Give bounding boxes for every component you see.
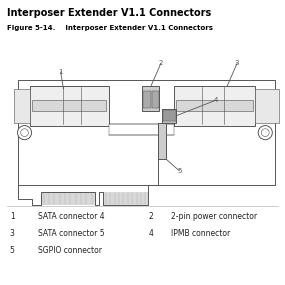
Text: 3: 3 bbox=[10, 229, 15, 238]
Text: 5: 5 bbox=[177, 168, 181, 174]
Text: 3: 3 bbox=[235, 60, 239, 66]
Text: SATA connector 4: SATA connector 4 bbox=[38, 212, 105, 221]
Circle shape bbox=[21, 129, 29, 137]
Text: 2-pin power connector: 2-pin power connector bbox=[171, 212, 257, 221]
Bar bbox=[176, 100, 253, 111]
Bar bbox=[162, 109, 176, 123]
Text: Interposer Extender V1.1 Connectors: Interposer Extender V1.1 Connectors bbox=[7, 9, 211, 19]
Text: 2: 2 bbox=[159, 60, 163, 66]
Bar bbox=[143, 91, 151, 108]
Bar bbox=[41, 192, 95, 205]
Bar bbox=[152, 91, 159, 108]
Text: 5: 5 bbox=[10, 245, 15, 255]
Text: 1: 1 bbox=[10, 212, 15, 221]
Bar bbox=[163, 110, 176, 121]
Text: 4: 4 bbox=[148, 229, 153, 238]
Text: SGPIO connector: SGPIO connector bbox=[38, 245, 102, 255]
Text: SATA connector 5: SATA connector 5 bbox=[38, 229, 105, 238]
Bar bbox=[255, 89, 279, 123]
Text: 1: 1 bbox=[58, 69, 63, 75]
Bar bbox=[158, 123, 166, 159]
Text: Figure 5-14.    Interposer Extender V1.1 Connectors: Figure 5-14. Interposer Extender V1.1 Co… bbox=[7, 25, 213, 31]
Bar bbox=[109, 124, 174, 135]
Circle shape bbox=[258, 126, 272, 140]
Bar bbox=[142, 86, 159, 111]
Text: IPMB connector: IPMB connector bbox=[171, 229, 230, 238]
Bar bbox=[174, 86, 255, 126]
Bar bbox=[14, 89, 30, 123]
Text: 4: 4 bbox=[214, 97, 218, 103]
Bar bbox=[32, 100, 106, 111]
Circle shape bbox=[261, 129, 269, 137]
Circle shape bbox=[17, 126, 32, 140]
Bar bbox=[103, 192, 148, 205]
Bar bbox=[30, 86, 109, 126]
Bar bbox=[18, 80, 275, 185]
Text: 2: 2 bbox=[148, 212, 153, 221]
